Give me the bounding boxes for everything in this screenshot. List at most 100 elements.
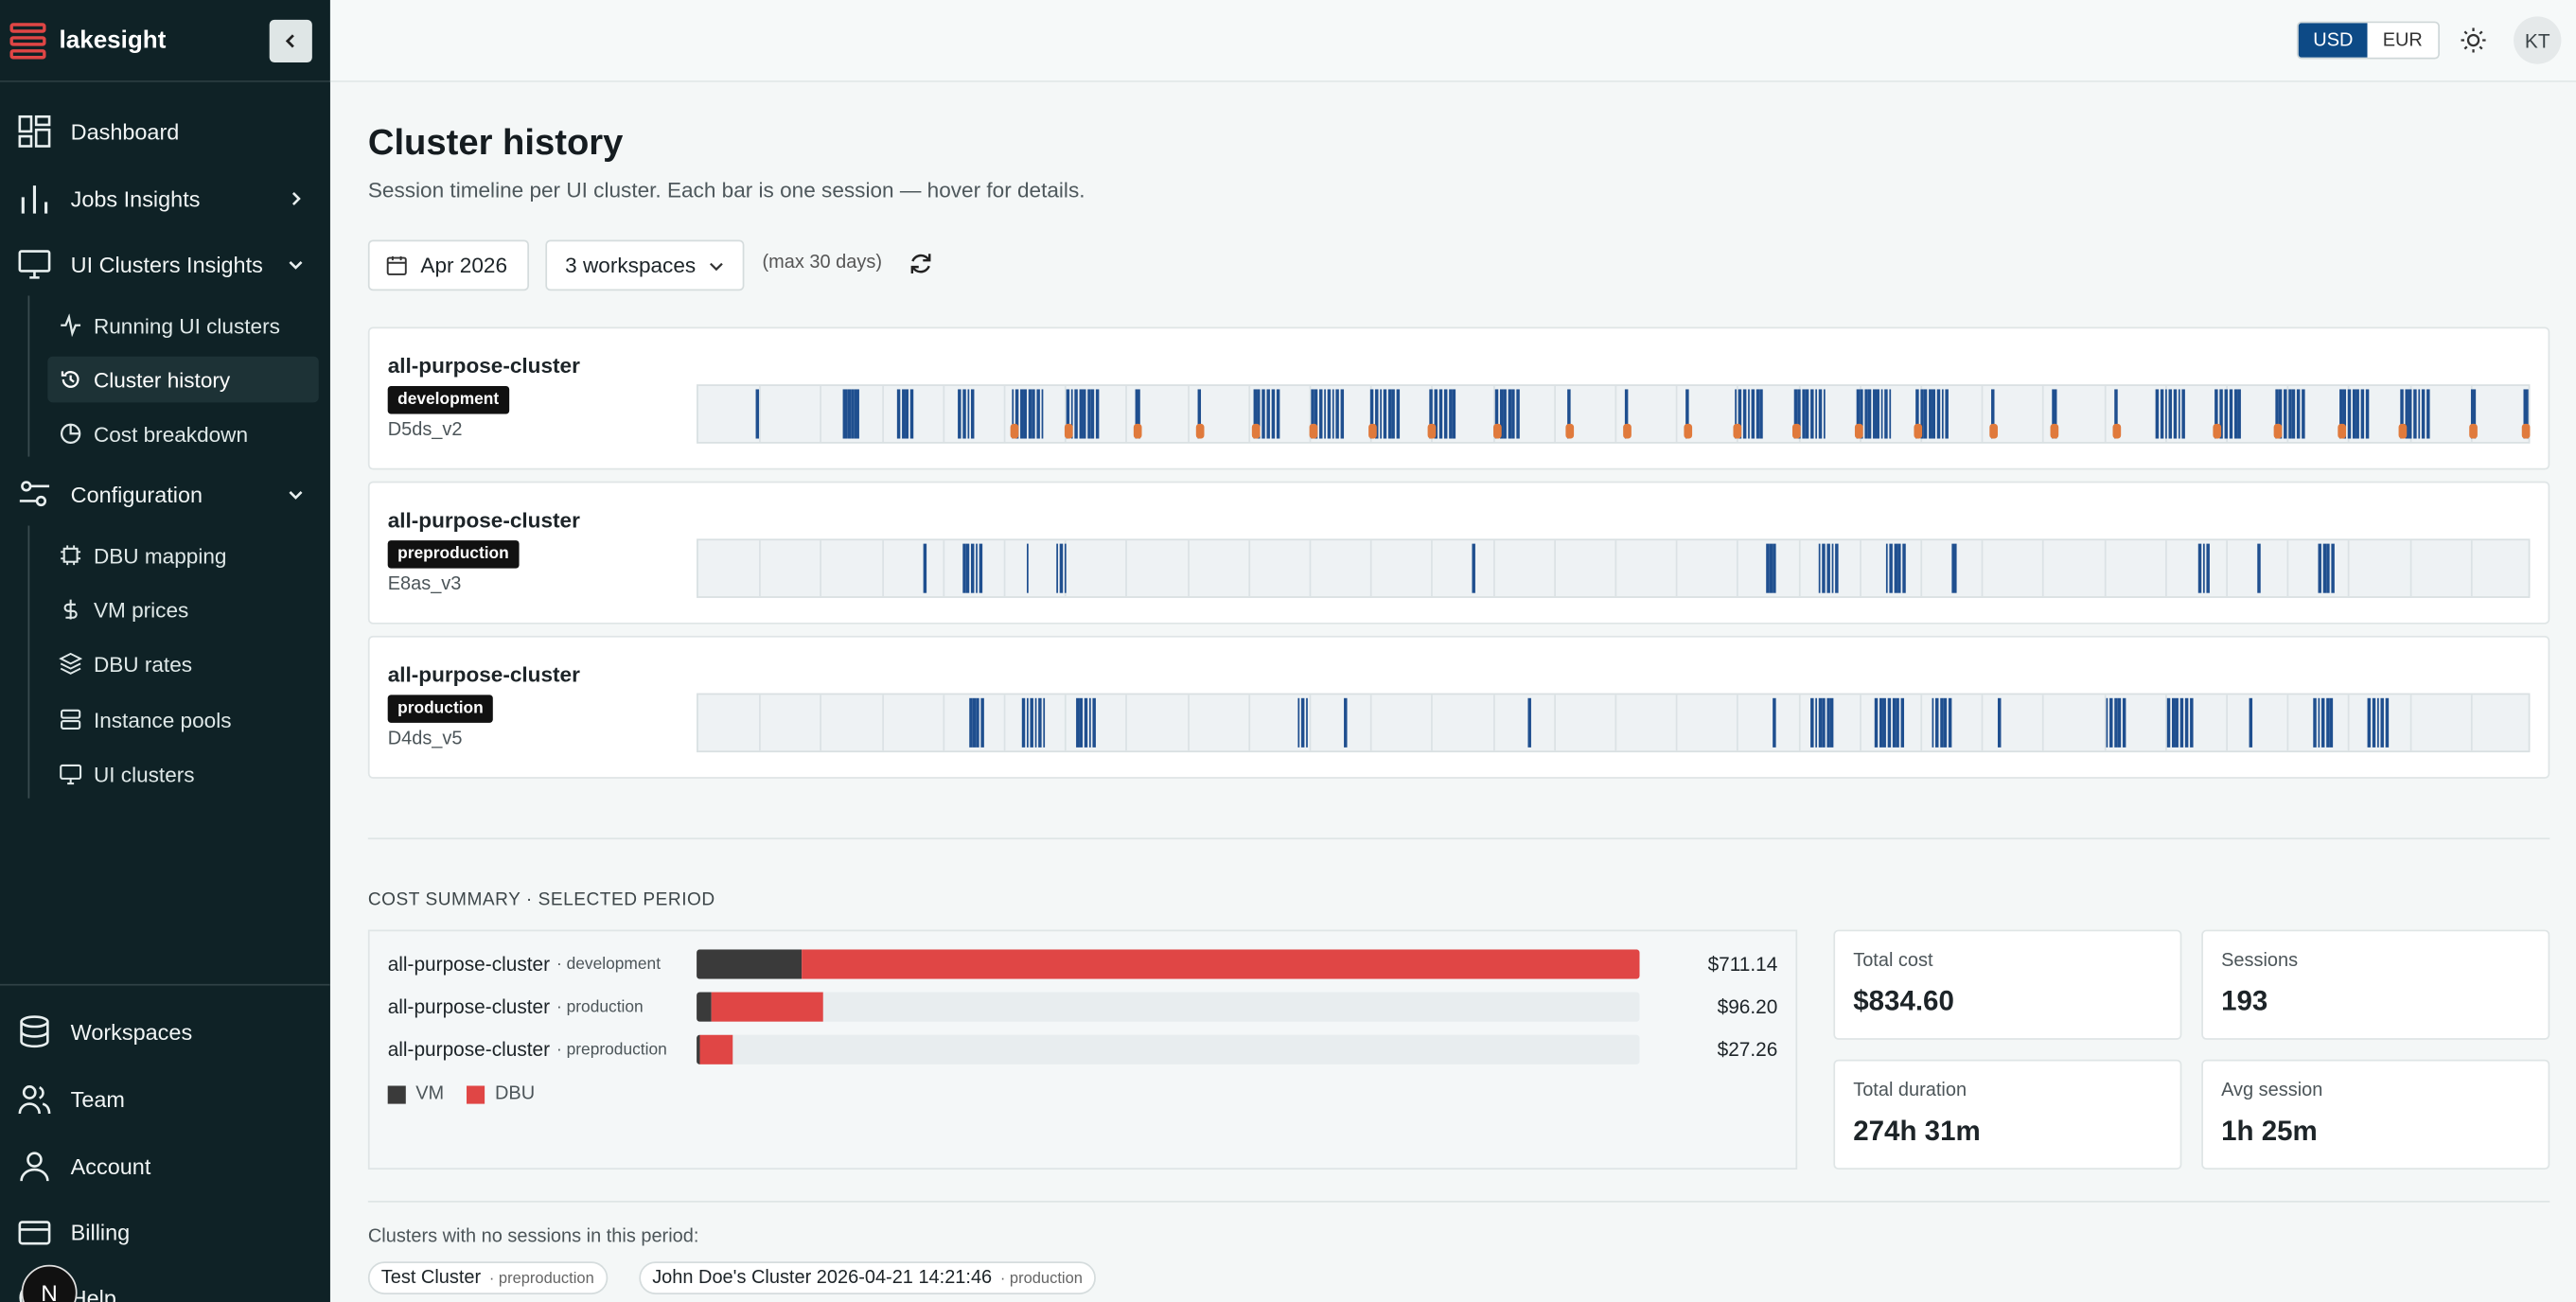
sidebar-item-dbu-rates[interactable]: DBU rates — [47, 641, 318, 687]
session-bar[interactable] — [1448, 389, 1452, 439]
session-bar[interactable] — [1396, 389, 1401, 439]
session-bar[interactable] — [1196, 389, 1201, 439]
session-bar[interactable] — [1773, 543, 1776, 593]
sidebar-item-ui-clusters-insights[interactable]: UI Clusters Insights — [16, 246, 320, 282]
session-bar[interactable] — [1030, 697, 1033, 748]
session-bar[interactable] — [1026, 543, 1030, 593]
session-bar[interactable] — [1802, 389, 1806, 439]
session-bar[interactable] — [2184, 697, 2189, 748]
session-bar[interactable] — [1038, 697, 1042, 748]
sidebar-item-account[interactable]: Account — [16, 1148, 150, 1184]
session-bar[interactable] — [1998, 697, 2003, 748]
session-bar[interactable] — [1332, 389, 1335, 439]
session-bar[interactable] — [2422, 389, 2426, 439]
session-bar[interactable] — [2368, 697, 2372, 748]
session-bar[interactable] — [958, 389, 962, 439]
session-bar[interactable] — [1344, 697, 1349, 748]
session-bar[interactable] — [901, 389, 905, 439]
session-bar[interactable] — [1087, 389, 1091, 439]
session-bar[interactable] — [1095, 389, 1100, 439]
theme-toggle-sun-icon[interactable] — [2460, 26, 2488, 55]
session-bar[interactable] — [2338, 389, 2342, 439]
session-bar[interactable] — [906, 389, 909, 439]
session-bar[interactable] — [755, 389, 760, 439]
session-bar[interactable] — [1453, 389, 1456, 439]
session-bar[interactable] — [1257, 389, 1262, 439]
refresh-icon[interactable] — [909, 252, 933, 276]
session-bar[interactable] — [2360, 389, 2364, 439]
sidebar-item-running-ui-clusters[interactable]: Running UI clusters — [47, 302, 318, 348]
session-bar[interactable] — [2238, 389, 2242, 439]
session-bar[interactable] — [1894, 543, 1897, 593]
session-bar[interactable] — [2317, 697, 2320, 748]
session-bar[interactable] — [966, 543, 970, 593]
session-bar[interactable] — [1527, 697, 1531, 748]
session-bar[interactable] — [1738, 389, 1742, 439]
session-bar[interactable] — [976, 697, 980, 748]
session-bar[interactable] — [1818, 543, 1822, 593]
session-bar[interactable] — [1059, 543, 1063, 593]
session-bar[interactable] — [1040, 389, 1044, 439]
session-bar[interactable] — [1370, 389, 1374, 439]
session-bar[interactable] — [1885, 543, 1889, 593]
session-bar[interactable] — [2109, 697, 2113, 748]
period-picker[interactable]: Apr 2026 — [367, 239, 529, 291]
session-bar[interactable] — [1823, 697, 1826, 748]
session-bar[interactable] — [1271, 389, 1275, 439]
session-bar[interactable] — [2178, 389, 2181, 439]
session-bar[interactable] — [2313, 697, 2317, 748]
session-bar[interactable] — [971, 389, 975, 439]
session-bar[interactable] — [1438, 389, 1443, 439]
sidebar-item-workspaces[interactable]: Workspaces — [16, 1013, 192, 1049]
session-bar[interactable] — [2356, 389, 2360, 439]
session-bar[interactable] — [1314, 389, 1318, 439]
session-bar[interactable] — [1374, 389, 1378, 439]
session-bar[interactable] — [966, 389, 971, 439]
session-bar[interactable] — [1944, 697, 1948, 748]
session-bar[interactable] — [1685, 389, 1689, 439]
session-bar[interactable] — [1810, 697, 1814, 748]
session-bar[interactable] — [1948, 697, 1951, 748]
session-bar[interactable] — [2326, 543, 2331, 593]
session-bar[interactable] — [2413, 389, 2417, 439]
session-bar[interactable] — [2274, 389, 2279, 439]
session-bar[interactable] — [1935, 697, 1939, 748]
session-bar[interactable] — [1856, 389, 1860, 439]
session-bar[interactable] — [1868, 389, 1872, 439]
session-bar[interactable] — [1772, 697, 1776, 748]
session-bar[interactable] — [1883, 697, 1887, 748]
session-bar[interactable] — [851, 389, 856, 439]
session-bar[interactable] — [1266, 389, 1270, 439]
session-bar[interactable] — [1305, 697, 1309, 748]
session-bar[interactable] — [2164, 389, 2168, 439]
session-bar[interactable] — [1276, 389, 1279, 439]
sidebar-item-ui-clusters[interactable]: UI clusters — [47, 750, 318, 797]
session-bar[interactable] — [1892, 697, 1896, 748]
session-bar[interactable] — [1818, 697, 1822, 748]
session-bar[interactable] — [1434, 389, 1438, 439]
session-bar[interactable] — [847, 389, 852, 439]
session-bar[interactable] — [1070, 389, 1074, 439]
session-bar[interactable] — [2279, 389, 2283, 439]
session-bar[interactable] — [1884, 389, 1888, 439]
session-bar[interactable] — [1019, 389, 1023, 439]
session-bar[interactable] — [2376, 697, 2380, 748]
session-bar[interactable] — [1806, 389, 1809, 439]
session-bar[interactable] — [1028, 389, 1032, 439]
session-bar[interactable] — [1511, 389, 1515, 439]
session-bar[interactable] — [2404, 389, 2408, 439]
sidebar-item-configuration[interactable]: Configuration — [16, 476, 320, 512]
session-bar[interactable] — [1765, 543, 1770, 593]
session-bar[interactable] — [2426, 389, 2430, 439]
session-bar[interactable] — [1379, 389, 1383, 439]
session-bar[interactable] — [1823, 389, 1826, 439]
session-bar[interactable] — [1074, 389, 1078, 439]
session-bar[interactable] — [1083, 389, 1086, 439]
sidebar-item-cluster-history[interactable]: Cluster history — [47, 356, 319, 403]
session-bar[interactable] — [1383, 389, 1387, 439]
session-bar[interactable] — [2219, 389, 2224, 439]
session-bar[interactable] — [1015, 389, 1019, 439]
session-bar[interactable] — [1042, 697, 1046, 748]
session-bar[interactable] — [968, 697, 973, 748]
session-bar[interactable] — [2214, 389, 2219, 439]
